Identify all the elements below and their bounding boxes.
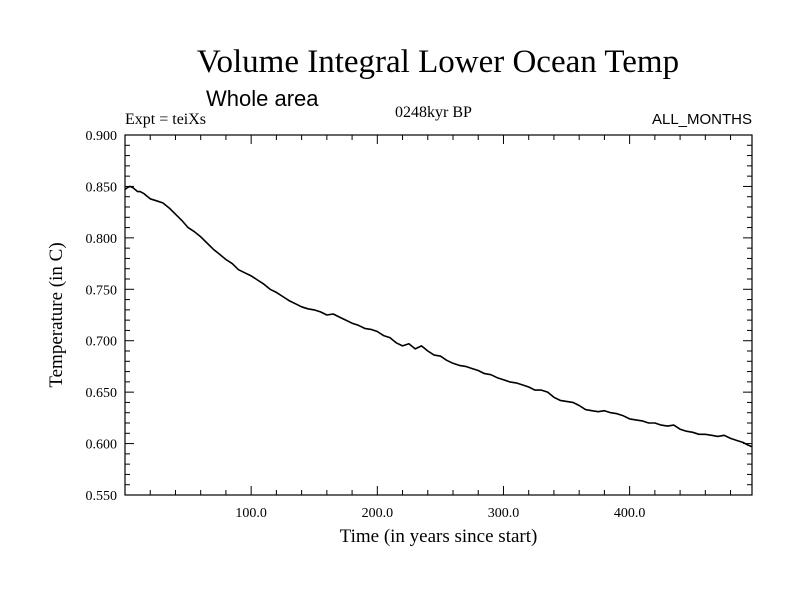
- x-tick-label: 100.0: [235, 506, 267, 521]
- period-label: 0248kyr BP: [395, 104, 472, 121]
- y-axis-label: Temperature (in C): [46, 242, 67, 387]
- y-tick-label: 0.550: [86, 489, 118, 504]
- y-tick-label: 0.800: [86, 232, 118, 247]
- plot-frame: [124, 134, 753, 496]
- y-tick-label: 0.850: [86, 180, 118, 195]
- tick-labels: 100.0 200.0 300.0 400.0 0.550 0.600 0.650 0.700…: [86, 129, 646, 521]
- x-tick-label: 300.0: [488, 506, 520, 521]
- axis-ticks: [125, 135, 752, 495]
- experiment-label: Expt = teiXs: [125, 111, 207, 128]
- y-tick-label: 0.650: [86, 386, 118, 401]
- chart-title: Volume Integral Lower Ocean Temp: [196, 44, 680, 80]
- series-line-temperature: [124, 185, 753, 448]
- x-tick-label: 400.0: [614, 506, 646, 521]
- x-axis-label: Time (in years since start): [340, 526, 538, 547]
- x-tick-label: 200.0: [362, 506, 394, 521]
- y-tick-label: 0.600: [86, 438, 118, 453]
- chart-subtitle: Whole area: [206, 86, 319, 111]
- y-tick-label: 0.900: [86, 129, 118, 144]
- y-tick-label: 0.700: [86, 335, 118, 350]
- months-label: ALL_MONTHS: [651, 111, 752, 128]
- y-tick-label: 0.750: [86, 283, 118, 298]
